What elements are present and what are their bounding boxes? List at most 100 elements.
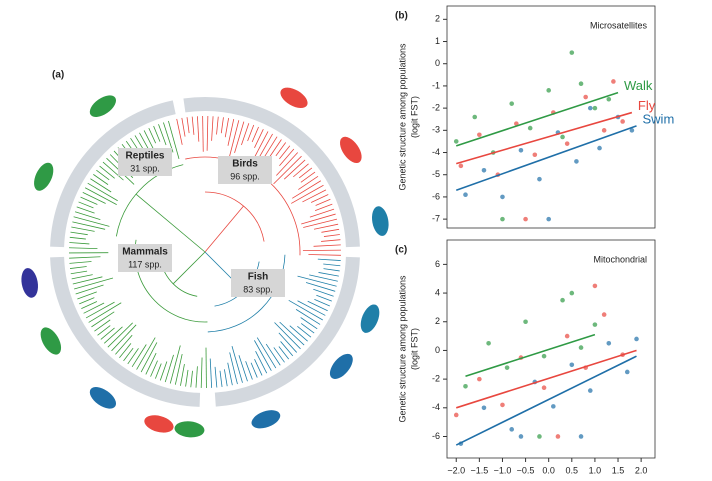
branch [291,184,324,204]
branch [211,116,214,141]
phylogeny [21,87,389,438]
fit-line [456,349,637,409]
branch [69,261,92,264]
branch [273,347,285,363]
point [587,105,593,111]
branch [224,369,228,387]
y-tick-label: 1 [435,36,440,46]
branch [214,366,218,388]
ring-segment [183,97,360,248]
x-tick-label: 0.0 [542,465,555,475]
branch [295,309,321,325]
branch [310,194,329,203]
animal-icon [174,421,205,438]
point [578,345,584,350]
branch [209,358,213,388]
branch [185,369,189,387]
branch [303,218,338,228]
ring-segment [214,256,360,407]
y-axis-label: (logit FST) [409,96,419,138]
branch [318,272,339,277]
point [569,50,575,55]
point [532,152,538,158]
point [606,340,612,346]
y-tick-label: -4 [432,402,440,412]
branch [228,120,240,158]
legend-label: Swim [643,111,675,126]
point [472,114,478,120]
branch [254,128,264,148]
branch [256,337,277,369]
point [629,128,635,133]
point [500,216,505,222]
branch [74,277,114,290]
branch [195,366,198,388]
branch [80,196,98,205]
branch [88,302,122,323]
point [518,434,524,439]
point [555,434,561,439]
branch [91,311,115,328]
branch [82,192,106,204]
branch [216,116,219,135]
branch [119,343,132,358]
branch [276,152,299,176]
branch [69,247,98,250]
branch [241,123,250,146]
point [477,132,482,138]
branch [69,242,90,245]
branch [71,274,93,280]
branch [69,266,87,269]
y-axis-label: Genetic structure among populations [397,43,407,191]
point [463,383,468,389]
point [523,216,528,222]
branch [279,148,295,167]
y-tick-label: -7 [432,213,440,223]
branch [85,301,115,319]
branch [75,284,104,295]
point [537,176,542,182]
point [583,94,588,100]
point [453,139,459,144]
branch [123,347,134,362]
branch [163,122,174,153]
branch [204,205,244,253]
branch [131,344,147,368]
branch [100,327,115,340]
branch [96,169,110,181]
y-tick-label: -2 [432,102,440,112]
clade-name: Fish [248,272,269,283]
branch [77,291,97,300]
point [601,128,607,133]
branch [219,370,223,387]
branch [317,258,341,261]
branch [206,116,209,151]
branch [115,334,133,355]
point [564,141,570,146]
fit-line [455,355,637,446]
y-tick-label: -6 [432,191,440,201]
branch [136,337,156,370]
point [514,121,519,126]
animal-icon [251,410,281,429]
branch [181,117,186,137]
branch [323,234,340,237]
point [560,134,565,140]
plot-title: Mitochondrial [593,254,647,264]
branch [78,201,94,209]
branch [107,322,133,348]
branch [84,187,117,205]
clade-box [231,269,285,297]
point [481,167,487,173]
point [634,336,639,342]
branch [69,236,86,240]
branch [72,221,106,230]
point [509,427,515,432]
branch [323,268,340,272]
branch [280,341,294,357]
animal-icon [34,162,54,191]
point [560,297,565,303]
animal-icon [280,87,308,109]
